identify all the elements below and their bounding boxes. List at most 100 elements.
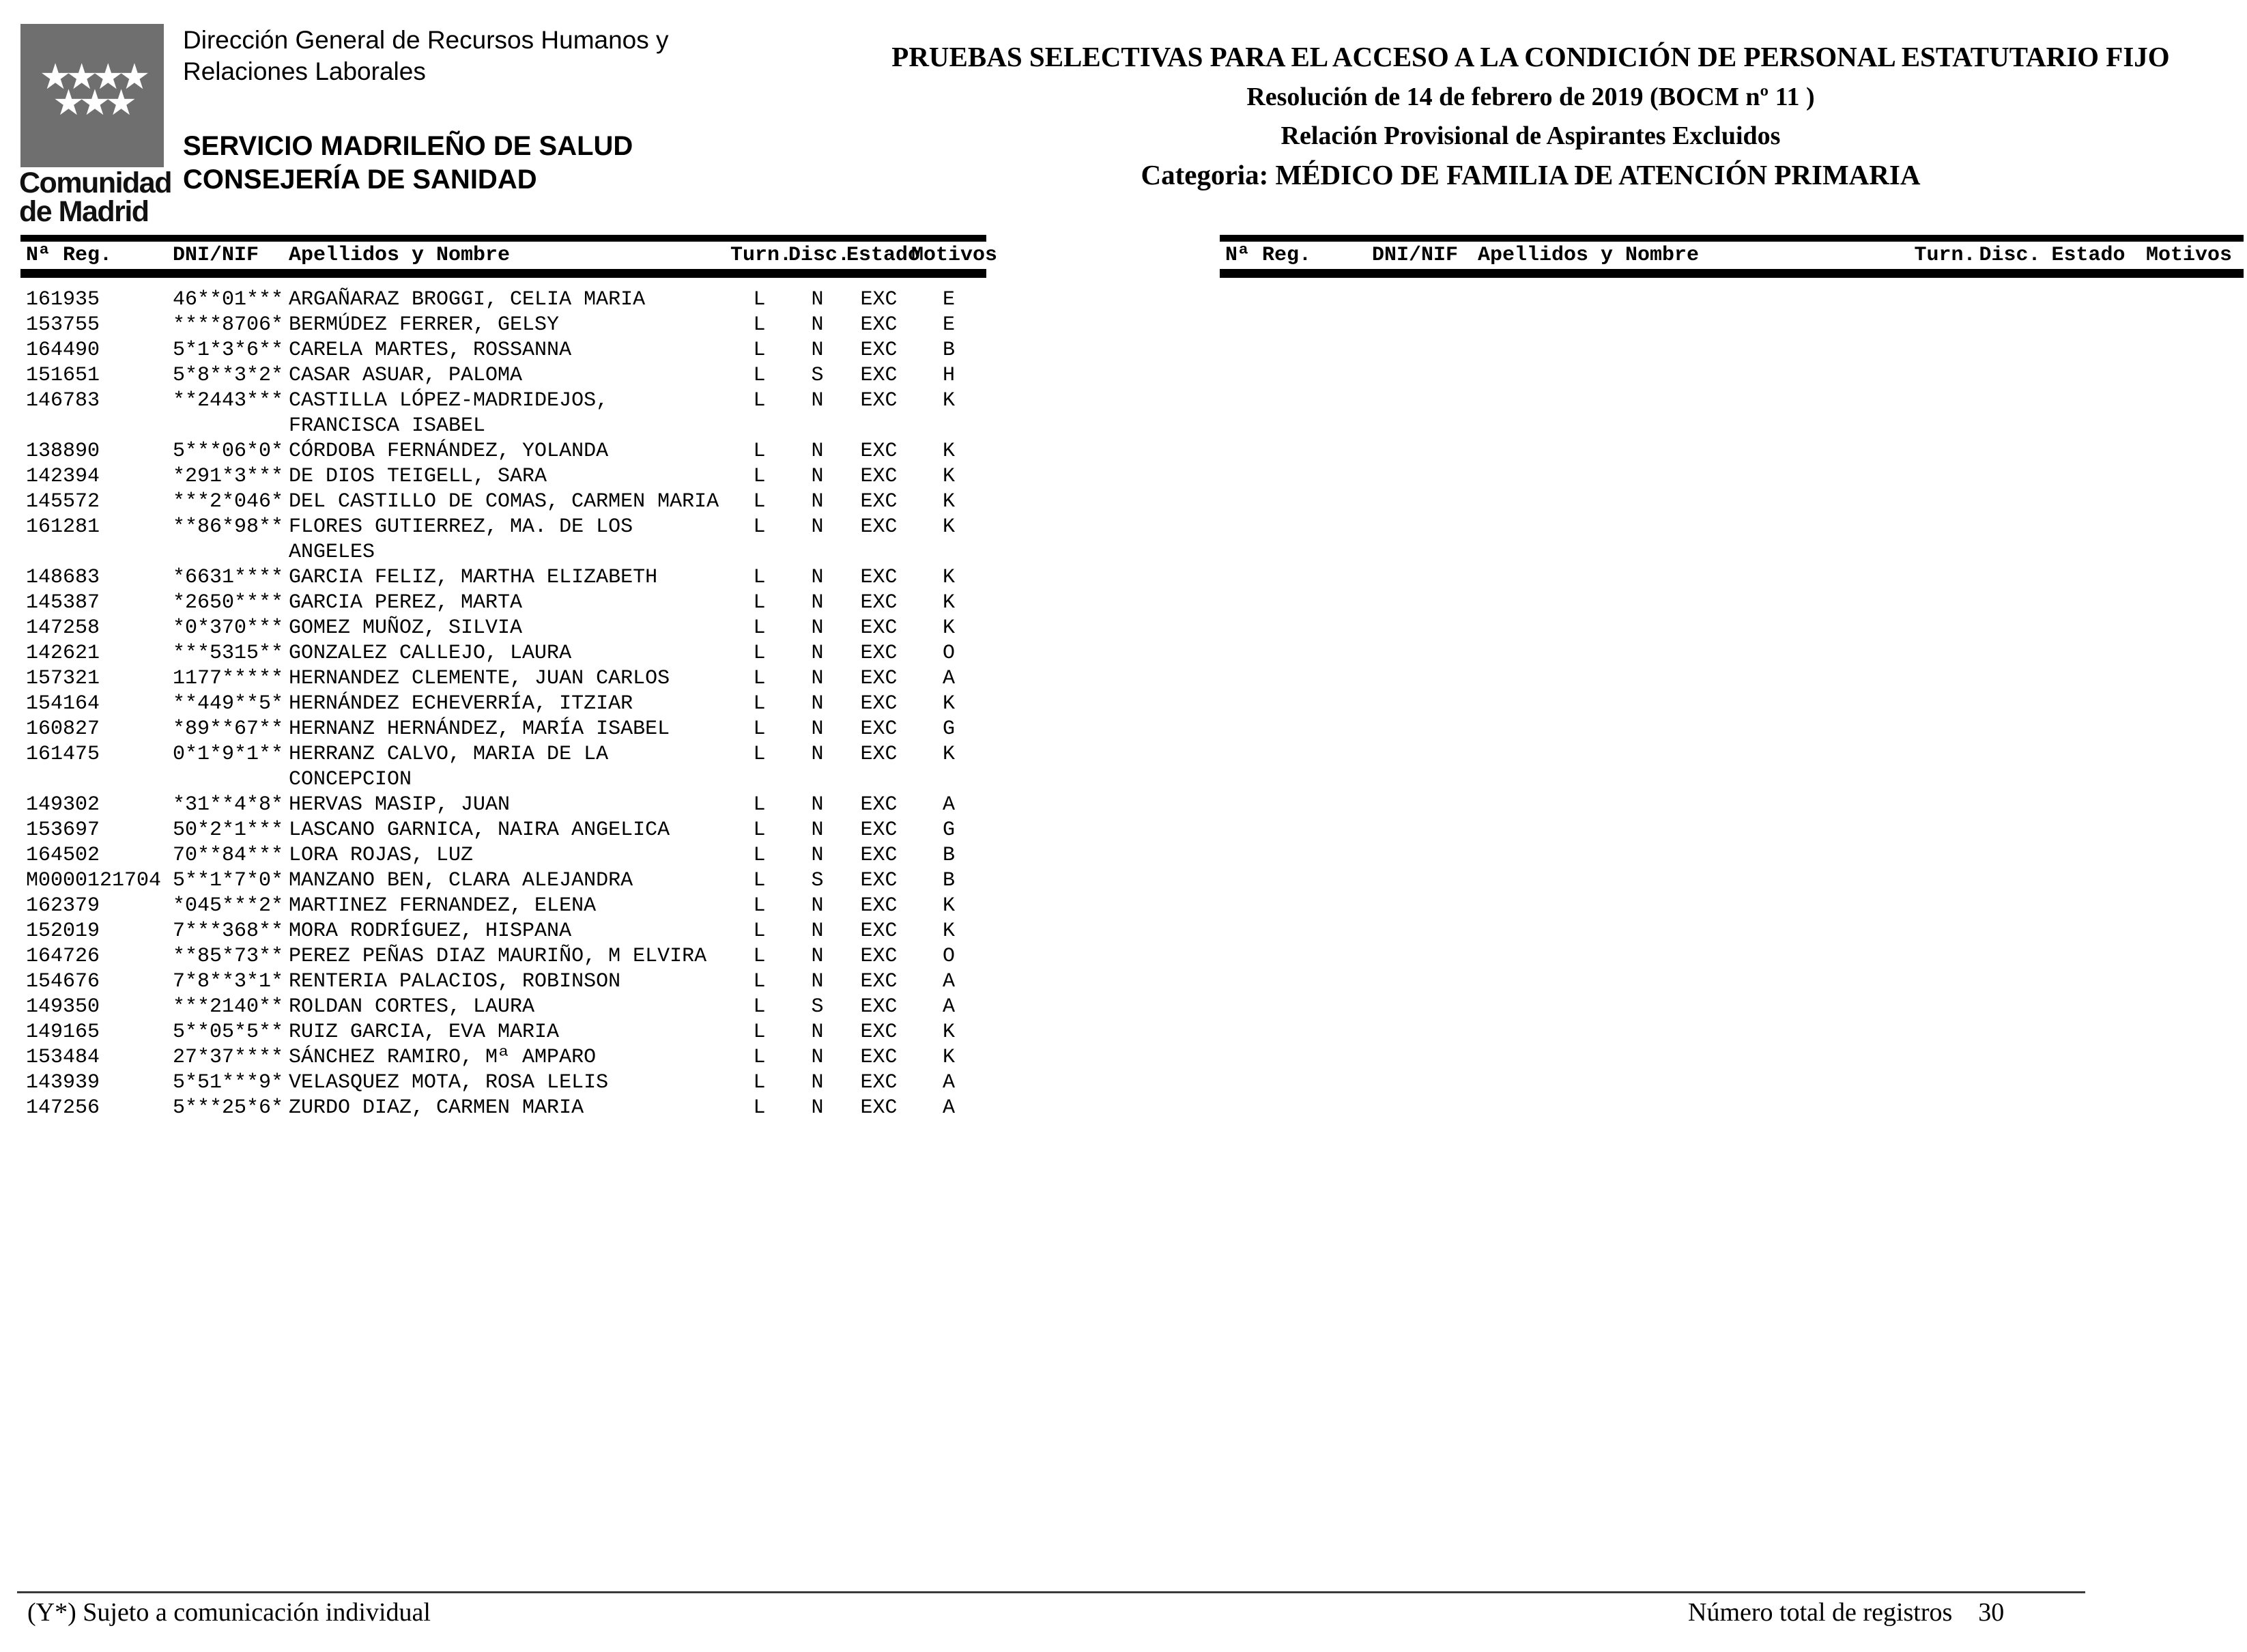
cell-dni: 27*37**** (173, 1046, 284, 1069)
cell-reg: 164502 (26, 844, 100, 867)
column-header-dni: DNI/NIF (167, 235, 283, 278)
cell-dni: 7*8**3*1* (173, 970, 284, 993)
cell-motivo: K (942, 440, 955, 463)
cell-name: ROLDAN CORTES, LAURA (289, 995, 535, 1019)
cell-reg: 154676 (26, 970, 100, 993)
table-header-row: Nª Reg. DNI/NIF Apellidos y Nombre Turn.… (1220, 235, 2244, 278)
cell-reg: 143939 (26, 1071, 100, 1094)
cell-turn: L (753, 894, 766, 917)
table-row: 149165 5**05*5** RUIZ GARCIA, EVA MARIA L N E… (20, 1020, 986, 1045)
direccion-general-line2: Relaciones Laborales (183, 57, 426, 85)
cell-motivo: A (942, 970, 955, 993)
cell-dni: 7***368** (173, 920, 284, 943)
cell-reg: 153697 (26, 818, 100, 842)
cell-reg: 148683 (26, 566, 100, 589)
cell-motivo: K (942, 616, 955, 640)
column-header-disc: Disc. (788, 235, 850, 278)
table-row: 161281 **86*98** FLORES GUTIERREZ, MA. DE … (20, 515, 986, 565)
cell-estado: EXC (860, 1096, 898, 1120)
cell-estado: EXC (860, 288, 898, 311)
cell-estado: EXC (860, 490, 898, 513)
cell-reg: 162379 (26, 894, 100, 917)
cell-motivo: G (942, 717, 955, 741)
cell-disc: N (811, 844, 824, 867)
cell-dni: **2443*** (173, 389, 284, 412)
cell-motivo: K (942, 591, 955, 614)
cell-estado: EXC (860, 945, 898, 968)
cell-turn: L (753, 970, 766, 993)
cell-disc: N (811, 1071, 824, 1094)
cell-dni: 1177***** (173, 667, 284, 690)
column-header-name: Apellidos y Nombre (1472, 235, 1913, 278)
table-row: 147256 5***25*6* ZURDO DIAZ, CARMEN MARIA L… (20, 1096, 986, 1121)
cell-turn: L (753, 616, 766, 640)
cell-motivo: A (942, 1096, 955, 1120)
cell-reg: 153755 (26, 313, 100, 337)
column-header-estado: Estado (846, 235, 920, 278)
cell-dni: 5*8**3*2* (173, 364, 284, 387)
cell-estado: EXC (860, 920, 898, 943)
cell-dni: ***5315** (173, 642, 284, 665)
cell-name: HERNÁNDEZ ECHEVERRÍA, ITZIAR (289, 692, 633, 715)
cell-name: GARCIA FELIZ, MARTHA ELIZABETH (289, 566, 658, 589)
cell-estado: EXC (860, 743, 898, 766)
cell-motivo: O (942, 642, 955, 665)
footer-divider (17, 1591, 2085, 1593)
cell-disc: N (811, 616, 824, 640)
cell-name: MARTINEZ FERNANDEZ, ELENA (289, 894, 597, 917)
cell-motivo: A (942, 667, 955, 690)
cell-reg: 138890 (26, 440, 100, 463)
footer-note: (Y*) Sujeto a comunicación individual (27, 1598, 431, 1627)
cell-disc: S (811, 364, 824, 387)
cell-estado: EXC (860, 995, 898, 1019)
cell-turn: L (753, 793, 766, 816)
cell-name: HERRANZ CALVO, MARIA DE LA CONCEPCION (289, 743, 609, 791)
table-row: 164490 5*1*3*6** CARELA MARTES, ROSSANNA L N… (20, 338, 986, 363)
cell-turn: L (753, 995, 766, 1019)
cell-name: GONZALEZ CALLEJO, LAURA (289, 642, 572, 665)
cell-turn: L (753, 692, 766, 715)
cell-dni: *89**67** (173, 717, 284, 741)
cell-turn: L (753, 844, 766, 867)
cell-name: BERMÚDEZ FERRER, GELSY (289, 313, 560, 337)
cell-disc: N (811, 945, 824, 968)
table-row: 138890 5***06*0* CÓRDOBA FERNÁNDEZ, YOLAND… (20, 439, 986, 464)
table-header-row: Nª Reg. DNI/NIF Apellidos y Nombre Turn.… (20, 235, 997, 278)
cell-motivo: K (942, 1021, 955, 1044)
cell-reg: 142621 (26, 642, 100, 665)
cell-motivo: B (942, 844, 955, 867)
cell-disc: N (811, 313, 824, 337)
cell-estado: EXC (860, 465, 898, 488)
cell-disc: N (811, 1096, 824, 1120)
column-header-dni: DNI/NIF (1366, 235, 1472, 278)
cell-name: GARCIA PEREZ, MARTA (289, 591, 523, 614)
cell-turn: L (753, 288, 766, 311)
cell-dni: *2650**** (173, 591, 284, 614)
cell-turn: L (753, 339, 766, 362)
cell-disc: N (811, 465, 824, 488)
cell-estado: EXC (860, 364, 898, 387)
cell-disc: N (811, 490, 824, 513)
table-row: 146783 **2443*** CASTILLA LÓPEZ-MADRIDEJOS… (20, 388, 986, 439)
cell-motivo: H (942, 364, 955, 387)
cell-turn: L (753, 465, 766, 488)
cell-turn: L (753, 515, 766, 539)
cell-disc: S (811, 869, 824, 892)
cell-turn: L (753, 1071, 766, 1094)
cell-disc: N (811, 717, 824, 741)
cell-estado: EXC (860, 616, 898, 640)
cell-disc: N (811, 339, 824, 362)
cell-name: MORA RODRÍGUEZ, HISPANA (289, 920, 572, 943)
excluded-applicants-table-right: Nª Reg. DNI/NIF Apellidos y Nombre Turn.… (1220, 235, 2244, 278)
cell-reg: 147258 (26, 616, 100, 640)
total-records-value: 30 (1978, 1598, 2005, 1627)
cell-turn: L (753, 389, 766, 412)
cell-disc: N (811, 1021, 824, 1044)
cell-turn: L (753, 591, 766, 614)
cell-estado: EXC (860, 844, 898, 867)
column-header-disc: Disc. (1977, 235, 2042, 278)
stars-icon: ★★★ (53, 83, 137, 123)
consejeria-sanidad: CONSEJERÍA DE SANIDAD (183, 165, 537, 195)
cell-motivo: K (942, 389, 955, 412)
table-row: 164502 70**84*** LORA ROJAS, LUZ L N EXC B (20, 843, 986, 868)
